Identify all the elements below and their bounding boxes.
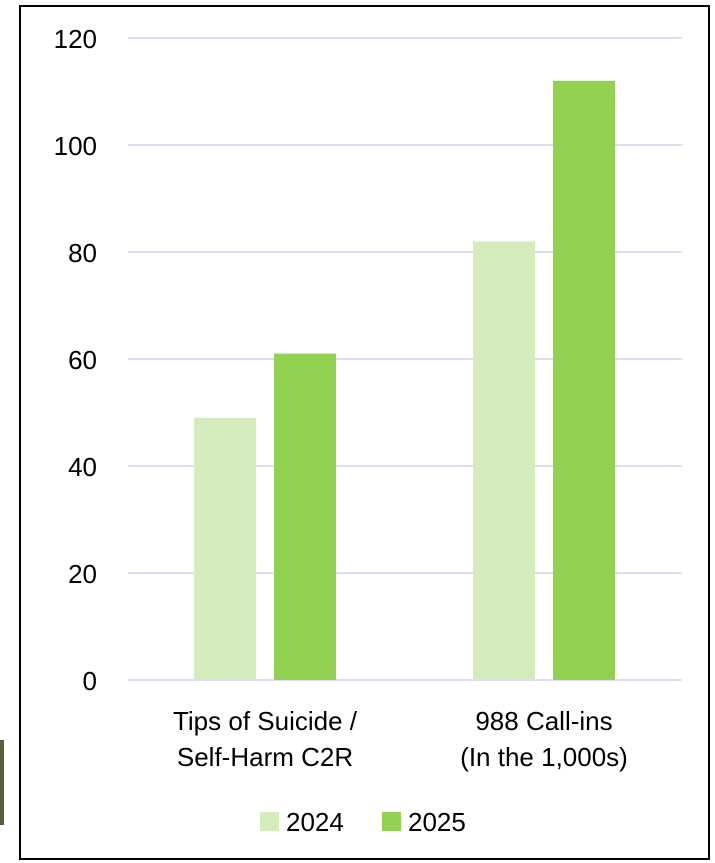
bar-2025-1 [553,80,615,681]
y-tick-label: 80 [68,238,97,268]
left-edge-mark [0,740,4,825]
y-tick-label: 40 [68,452,97,482]
legend-swatch-2025 [382,812,401,831]
y-tick-label: 20 [68,559,97,589]
x-axis-labels: Tips of Suicide / Self-Harm C2R 988 Call-i… [173,706,628,772]
bars [194,80,615,681]
y-tick-label: 100 [54,131,97,161]
legend: 2024 2025 [260,807,466,837]
legend-label: 2025 [408,807,466,837]
x-category-label: 988 Call-ins [475,706,612,736]
x-category-label: Tips of Suicide / [173,706,358,736]
y-tick-label: 60 [68,345,97,375]
bar-2024-1 [473,241,535,681]
y-tick-label: 0 [83,666,97,696]
y-axis-ticks: 0 20 40 60 80 100 120 [54,24,97,696]
x-category-label: (In the 1,000s) [460,742,628,772]
y-tick-label: 120 [54,24,97,54]
legend-label: 2024 [286,807,344,837]
legend-swatch-2024 [260,812,279,831]
bar-2024-0 [194,417,256,680]
chart-frame: 0 20 40 60 80 100 120 Tips of Suicide / Self-Ha… [19,5,710,860]
bar-2025-0 [274,353,336,680]
x-category-label: Self-Harm C2R [177,742,353,772]
